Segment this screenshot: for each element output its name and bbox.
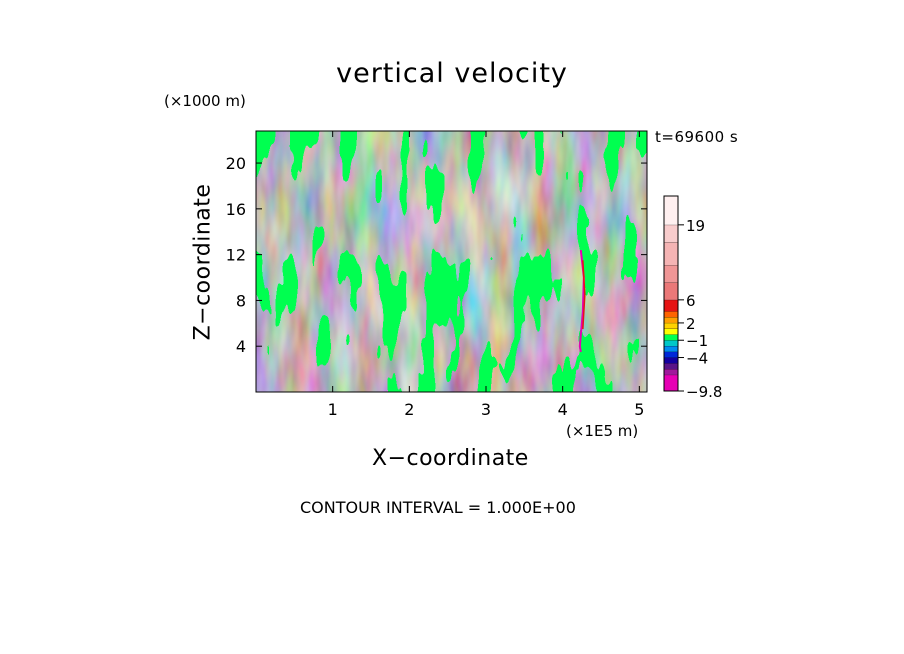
x-axis-unit: (×1E5 m) [566, 422, 639, 440]
y-tick-label: 4 [236, 337, 246, 356]
colorbar-swatch [664, 322, 678, 329]
y-tick-label: 16 [226, 200, 246, 219]
colorbar-label: −1 [686, 332, 708, 350]
colorbar-swatch [664, 351, 678, 358]
colorbar-swatch [664, 334, 678, 341]
contour-field [256, 131, 647, 392]
updraft-region [256, 131, 647, 392]
colorbar-swatch [664, 265, 678, 283]
colorbar-swatch [664, 328, 678, 335]
colorbar-swatch [664, 357, 678, 364]
colorbar-swatch [664, 346, 678, 352]
colorbar-label: 6 [686, 292, 696, 310]
colorbar-label: 2 [686, 315, 696, 333]
y-tick-label: 20 [226, 154, 246, 173]
colorbar-label: −4 [686, 350, 708, 368]
colorbar-label: 19 [686, 217, 705, 235]
plot-frame [255, 130, 648, 393]
colorbar-swatch [664, 374, 678, 391]
x-tick-label: 4 [558, 400, 568, 419]
x-tick-label: 1 [328, 400, 338, 419]
contour-interval-label: CONTOUR INTERVAL = 1.000E+00 [300, 498, 576, 517]
strong-updraft-core [582, 260, 586, 330]
colorbar-swatch [664, 369, 678, 375]
colorbar-swatch [664, 340, 678, 346]
y-axis-unit: (×1000 m) [164, 92, 246, 110]
colorbar-swatch [664, 311, 678, 318]
y-tick-label: 12 [226, 246, 246, 265]
colorbar-swatch [664, 363, 678, 370]
chart-title: vertical velocity [336, 58, 568, 89]
x-tick-label: 5 [634, 400, 644, 419]
x-tick-label: 2 [404, 400, 414, 419]
colorbar-frame [663, 195, 679, 392]
x-tick-label: 3 [481, 400, 491, 419]
colorbar-swatch [664, 317, 678, 323]
colorbar-swatch [664, 196, 678, 225]
x-axis-label: X−coordinate [372, 446, 529, 471]
colorbar: 19 6 2−1−4 −9.8 [663, 195, 722, 401]
colorbar-label: −9.8 [686, 383, 722, 401]
y-axis: 4 8 12 16 20 [226, 154, 647, 356]
x-axis: 1 2 3 4 5 [328, 131, 644, 419]
time-label: t=69600 s [655, 128, 739, 146]
colorbar-swatch [664, 242, 678, 266]
colorbar-swatch [664, 224, 678, 243]
colorbar-swatch [664, 299, 678, 312]
y-tick-label: 8 [236, 291, 246, 310]
colorbar-swatch [664, 282, 678, 300]
